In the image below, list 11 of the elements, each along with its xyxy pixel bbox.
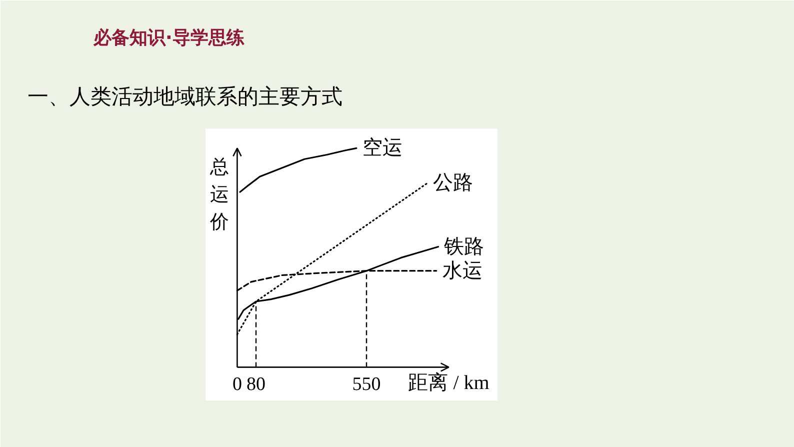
text: 必备知识·导学思练: [92, 28, 244, 48]
chart-title: 一、人类活动地域联系的主要方式: [28, 84, 342, 108]
series-label: 铁路: [443, 236, 484, 258]
series-label: 水运: [442, 260, 482, 282]
x-tick-label: 550: [352, 374, 381, 396]
y-axis-title: 总运价: [209, 157, 230, 233]
x-axis-title: 距离 / km: [408, 372, 490, 394]
x-tick-label: 0: [232, 374, 242, 396]
series-label: 公路: [433, 172, 474, 194]
x-tick-label: 80: [246, 374, 266, 396]
series-label: 空运: [362, 137, 402, 160]
